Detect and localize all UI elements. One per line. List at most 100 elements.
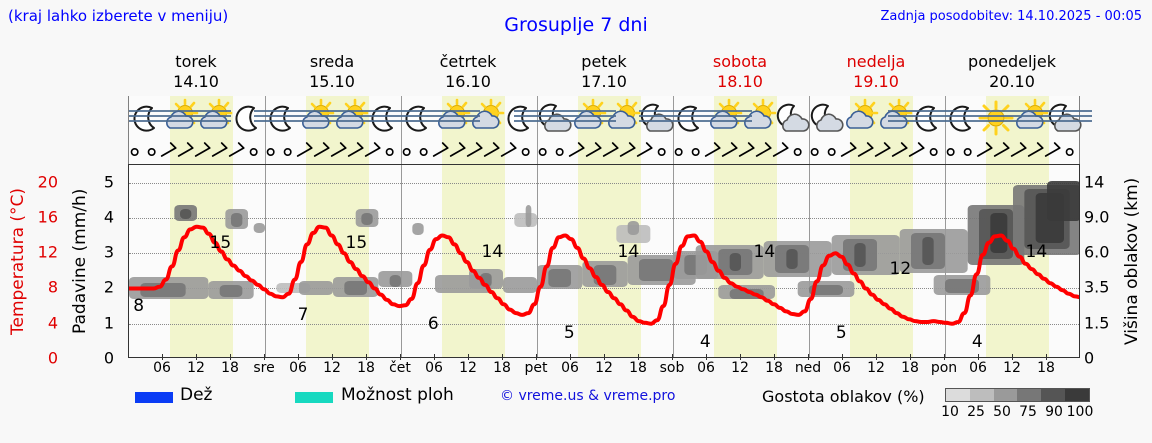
x-tick-mark	[196, 354, 197, 360]
x-axis-tick-labels: 06 12 18 sre 06 12 18 čet 06 12 18 pet 06 12 18 sob 06 12…	[128, 354, 1080, 380]
x-tick-mark	[910, 354, 911, 360]
temperature-value-label: 15	[209, 232, 232, 253]
day-separator	[265, 140, 266, 164]
day-date: 18.10	[717, 72, 763, 91]
moon-clear-icon	[228, 98, 268, 138]
day-separator	[537, 165, 538, 357]
temperature-value-label: 14	[617, 241, 640, 262]
x-tick-mark	[230, 354, 231, 360]
temperature-curve	[129, 224, 1079, 326]
x-tick-label: 18	[629, 360, 647, 376]
day-separator	[401, 140, 402, 164]
daylight-band	[441, 165, 505, 357]
cloud-height-tick-label: 3.5	[1084, 277, 1110, 297]
temperature-value-label: 14	[1025, 241, 1048, 262]
x-tick-label: sob	[659, 360, 685, 376]
x-tick-label: 18	[765, 360, 783, 376]
horizontal-gridline	[129, 182, 1079, 184]
x-tick-mark	[774, 354, 775, 360]
temperature-tick-label: 16	[37, 207, 58, 227]
x-tick-label: 12	[187, 360, 205, 376]
x-tick-label: 06	[969, 360, 987, 376]
cloud-density-swatch	[1041, 389, 1066, 401]
cloud-height-tick-label: 1.5	[1084, 313, 1110, 333]
day-column-sreda: sreda 15.10	[264, 52, 400, 94]
cloud-height-tick-label: 9.0	[1084, 207, 1110, 227]
precipitation-tick-label: 4	[103, 207, 114, 227]
day-header-strip: torek 14.10 sreda 15.10 četrtek 16.10 petek 17.…	[128, 52, 1080, 94]
cloud-density-swatch	[1065, 389, 1089, 401]
temperature-tick-label: 0	[47, 348, 58, 368]
day-separator	[265, 165, 266, 357]
day-column-ponedeljek: ponedeljek 20.10	[944, 52, 1080, 94]
temperature-value-label: 5	[563, 322, 575, 343]
x-tick-mark	[876, 354, 877, 360]
horizontal-gridline	[129, 217, 1079, 219]
cloud-density-scale-ticks: 10 25 50 75 90 100	[938, 404, 1098, 422]
temperature-tick-label: 12	[37, 242, 58, 262]
location-menu-note[interactable]: (kraj lahko izberete v meniju)	[8, 7, 229, 25]
precipitation-tick-label: 0	[103, 348, 114, 368]
x-tick-mark	[298, 354, 299, 360]
day-separator	[401, 165, 402, 357]
day-name: sobota	[712, 52, 768, 71]
moon-cloud-icon	[772, 98, 812, 138]
x-tick-mark	[978, 354, 979, 360]
x-tick-label: 06	[697, 360, 715, 376]
temperature-tick-label: 4	[47, 313, 58, 333]
x-tick-mark	[1012, 354, 1013, 360]
mist-marker	[639, 110, 753, 124]
x-tick-mark	[434, 354, 435, 360]
cloud-density-swatch	[969, 389, 994, 401]
rain-legend-swatch	[135, 392, 173, 403]
day-column-nedelja: nedelja 19.10	[808, 52, 944, 94]
mist-marker	[514, 110, 617, 124]
cloud-density-tick-label: 90	[1045, 404, 1063, 420]
day-separator	[537, 140, 538, 164]
temperature-tick-label: 20	[37, 172, 58, 192]
x-tick-mark	[366, 354, 367, 360]
x-tick-label: 06	[289, 360, 307, 376]
day-separator	[673, 140, 674, 164]
x-tick-mark	[162, 354, 163, 360]
x-tick-label: 12	[459, 360, 477, 376]
showers-legend-swatch	[295, 392, 333, 403]
temperature-value-label: 5	[835, 322, 847, 343]
day-name: torek	[175, 52, 217, 71]
x-tick-label: 18	[493, 360, 511, 376]
day-column-torek: torek 14.10	[128, 52, 264, 94]
daylight-band	[305, 165, 369, 357]
cloud-density-tick-label: 25	[967, 404, 985, 420]
mist-marker	[253, 110, 481, 124]
day-name: petek	[581, 52, 627, 71]
temperature-value-label: 4	[971, 331, 983, 352]
temperature-value-label: 14	[753, 241, 776, 262]
x-tick-label: čet	[389, 360, 411, 376]
x-tick-label: 18	[901, 360, 919, 376]
x-tick-mark	[638, 354, 639, 360]
x-tick-mark	[264, 354, 265, 360]
cloud-height-tick-label: 14	[1084, 172, 1105, 192]
copyright-label[interactable]: © vreme.us & vreme.pro	[500, 388, 676, 404]
day-separator	[945, 140, 946, 164]
x-tick-mark	[808, 354, 809, 360]
temperature-value-label: 12	[889, 259, 912, 280]
wind-barb-band	[128, 140, 1080, 164]
x-tick-mark	[400, 354, 401, 360]
x-tick-mark	[740, 354, 741, 360]
cloud-density-tick-label: 75	[1019, 404, 1037, 420]
cloud-density-swatch	[946, 389, 970, 401]
precipitation-tick-label: 5	[103, 172, 114, 192]
x-tick-label: 06	[425, 360, 443, 376]
sky-condition-band	[128, 96, 1093, 140]
precipitation-tick-label: 3	[103, 242, 114, 262]
x-tick-label: 18	[221, 360, 239, 376]
x-tick-mark	[468, 354, 469, 360]
x-tick-mark	[332, 354, 333, 360]
temperature-value-label: 6	[427, 314, 439, 335]
precipitation-axis-title: Padavine (mm/h)	[70, 188, 90, 334]
cloud-density-swatch	[993, 389, 1018, 401]
daylight-band	[169, 165, 233, 357]
x-tick-label: 12	[323, 360, 341, 376]
x-tick-label: 12	[731, 360, 749, 376]
